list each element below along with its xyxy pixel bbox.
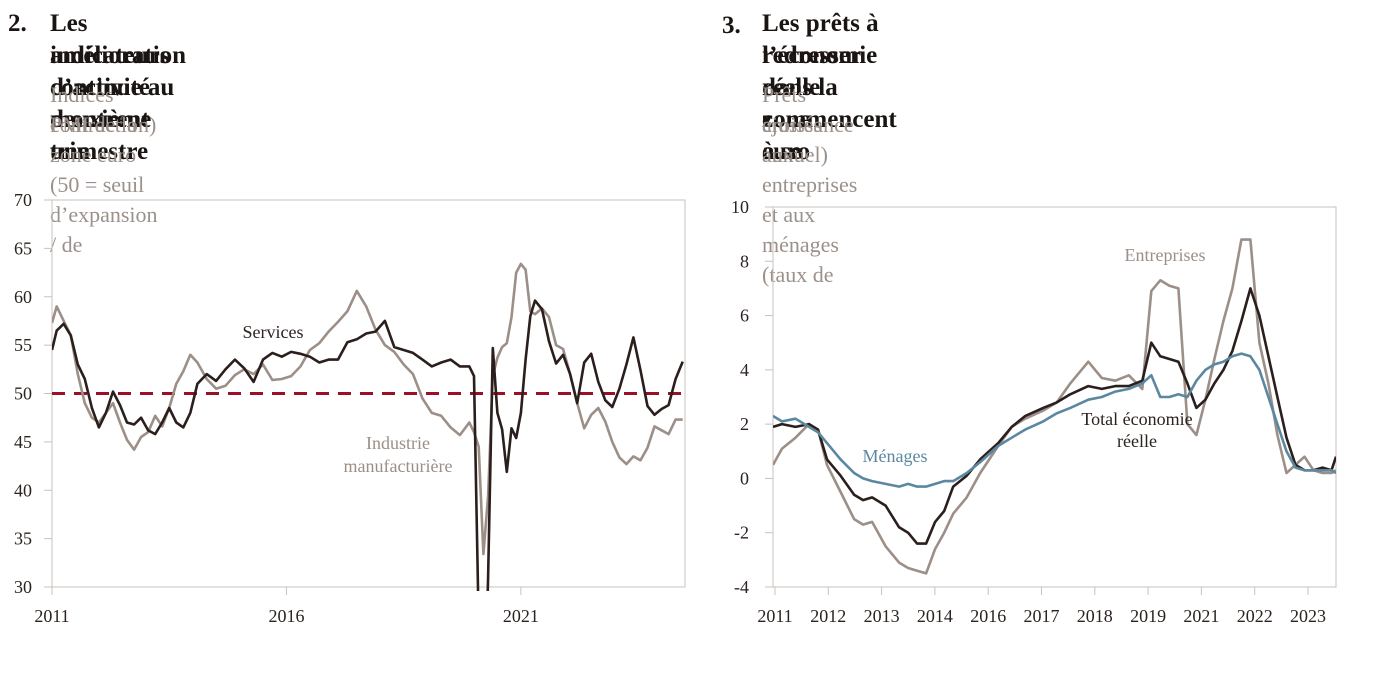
y-tick-label: 10 — [731, 197, 749, 217]
label-services: Services — [243, 322, 304, 342]
y-tick-label: 35 — [14, 529, 32, 549]
x-tick-label: 2021 — [503, 606, 539, 626]
label-entreprises: Entreprises — [1125, 245, 1206, 265]
y-tick-label: 70 — [14, 190, 32, 210]
label-manufacturiere: manufacturière — [344, 456, 453, 476]
y-tick-label: 0 — [740, 468, 749, 488]
x-tick-label: 2018 — [1077, 606, 1113, 626]
y-tick-label: 45 — [14, 432, 32, 452]
chart-title-line1: Les prêts à l’économie réelle commencent… — [762, 10, 897, 165]
x-tick-label: 2023 — [1290, 606, 1326, 626]
label-menages: Ménages — [863, 446, 928, 466]
series-line-entreprises — [773, 238, 1336, 575]
x-tick-label: 2022 — [1237, 606, 1273, 626]
y-tick-label: 65 — [14, 238, 32, 258]
x-tick-label: 2012 — [810, 606, 846, 626]
y-tick-label: 2 — [740, 414, 749, 434]
x-tick-label: 2011 — [34, 606, 69, 626]
y-tick-label: 30 — [14, 577, 32, 597]
label-total-economie: Total économie — [1081, 409, 1192, 429]
x-tick-label: 2017 — [1024, 606, 1060, 626]
series-line-total-conomie-r-elle — [773, 287, 1336, 545]
series-line-services — [52, 299, 684, 591]
y-tick-label: 50 — [14, 384, 32, 404]
chart-title-line2: amélioration continue au deuxième trimes… — [50, 42, 187, 165]
chart-number: 3. — [722, 12, 741, 39]
x-tick-label: 2016 — [970, 606, 1006, 626]
chart-subtitle-line1: Indices PMI de la zone euro (50 = seuil … — [50, 82, 158, 257]
y-tick-label: 8 — [740, 251, 749, 271]
chart-subtitle-line1: Prêts ajustés aux entreprises et aux mén… — [762, 82, 858, 287]
chart-subtitle-line2: contraction) — [50, 112, 157, 137]
x-tick-label: 2011 — [757, 606, 792, 626]
y-tick-label: 40 — [14, 480, 32, 500]
chart-title-line1: Les indicateurs d’activité montrent une — [50, 10, 170, 165]
y-tick-label: -2 — [734, 523, 749, 543]
chart-subtitle-line2: croissance annuel) — [762, 112, 854, 167]
label-reelle: réelle — [1117, 431, 1157, 451]
y-tick-label: 4 — [740, 360, 749, 380]
y-tick-label: 6 — [740, 306, 749, 326]
chart-number: 2. — [8, 10, 27, 37]
series-line-m-nages — [773, 352, 1336, 488]
y-tick-label: -4 — [734, 577, 749, 597]
y-tick-label: 60 — [14, 287, 32, 307]
label-industrie: Industrie — [366, 433, 430, 453]
x-tick-label: 2014 — [917, 606, 953, 626]
x-tick-label: 2019 — [1130, 606, 1166, 626]
y-tick-label: 55 — [14, 335, 32, 355]
plot-frame — [772, 206, 1337, 588]
chart-title-line2: redresser dans la zone euro — [762, 42, 861, 165]
series-line-industrie-manufacturi-re — [52, 262, 683, 556]
x-tick-label: 2016 — [268, 606, 304, 626]
x-tick-label: 2021 — [1183, 606, 1219, 626]
x-tick-label: 2013 — [864, 606, 900, 626]
